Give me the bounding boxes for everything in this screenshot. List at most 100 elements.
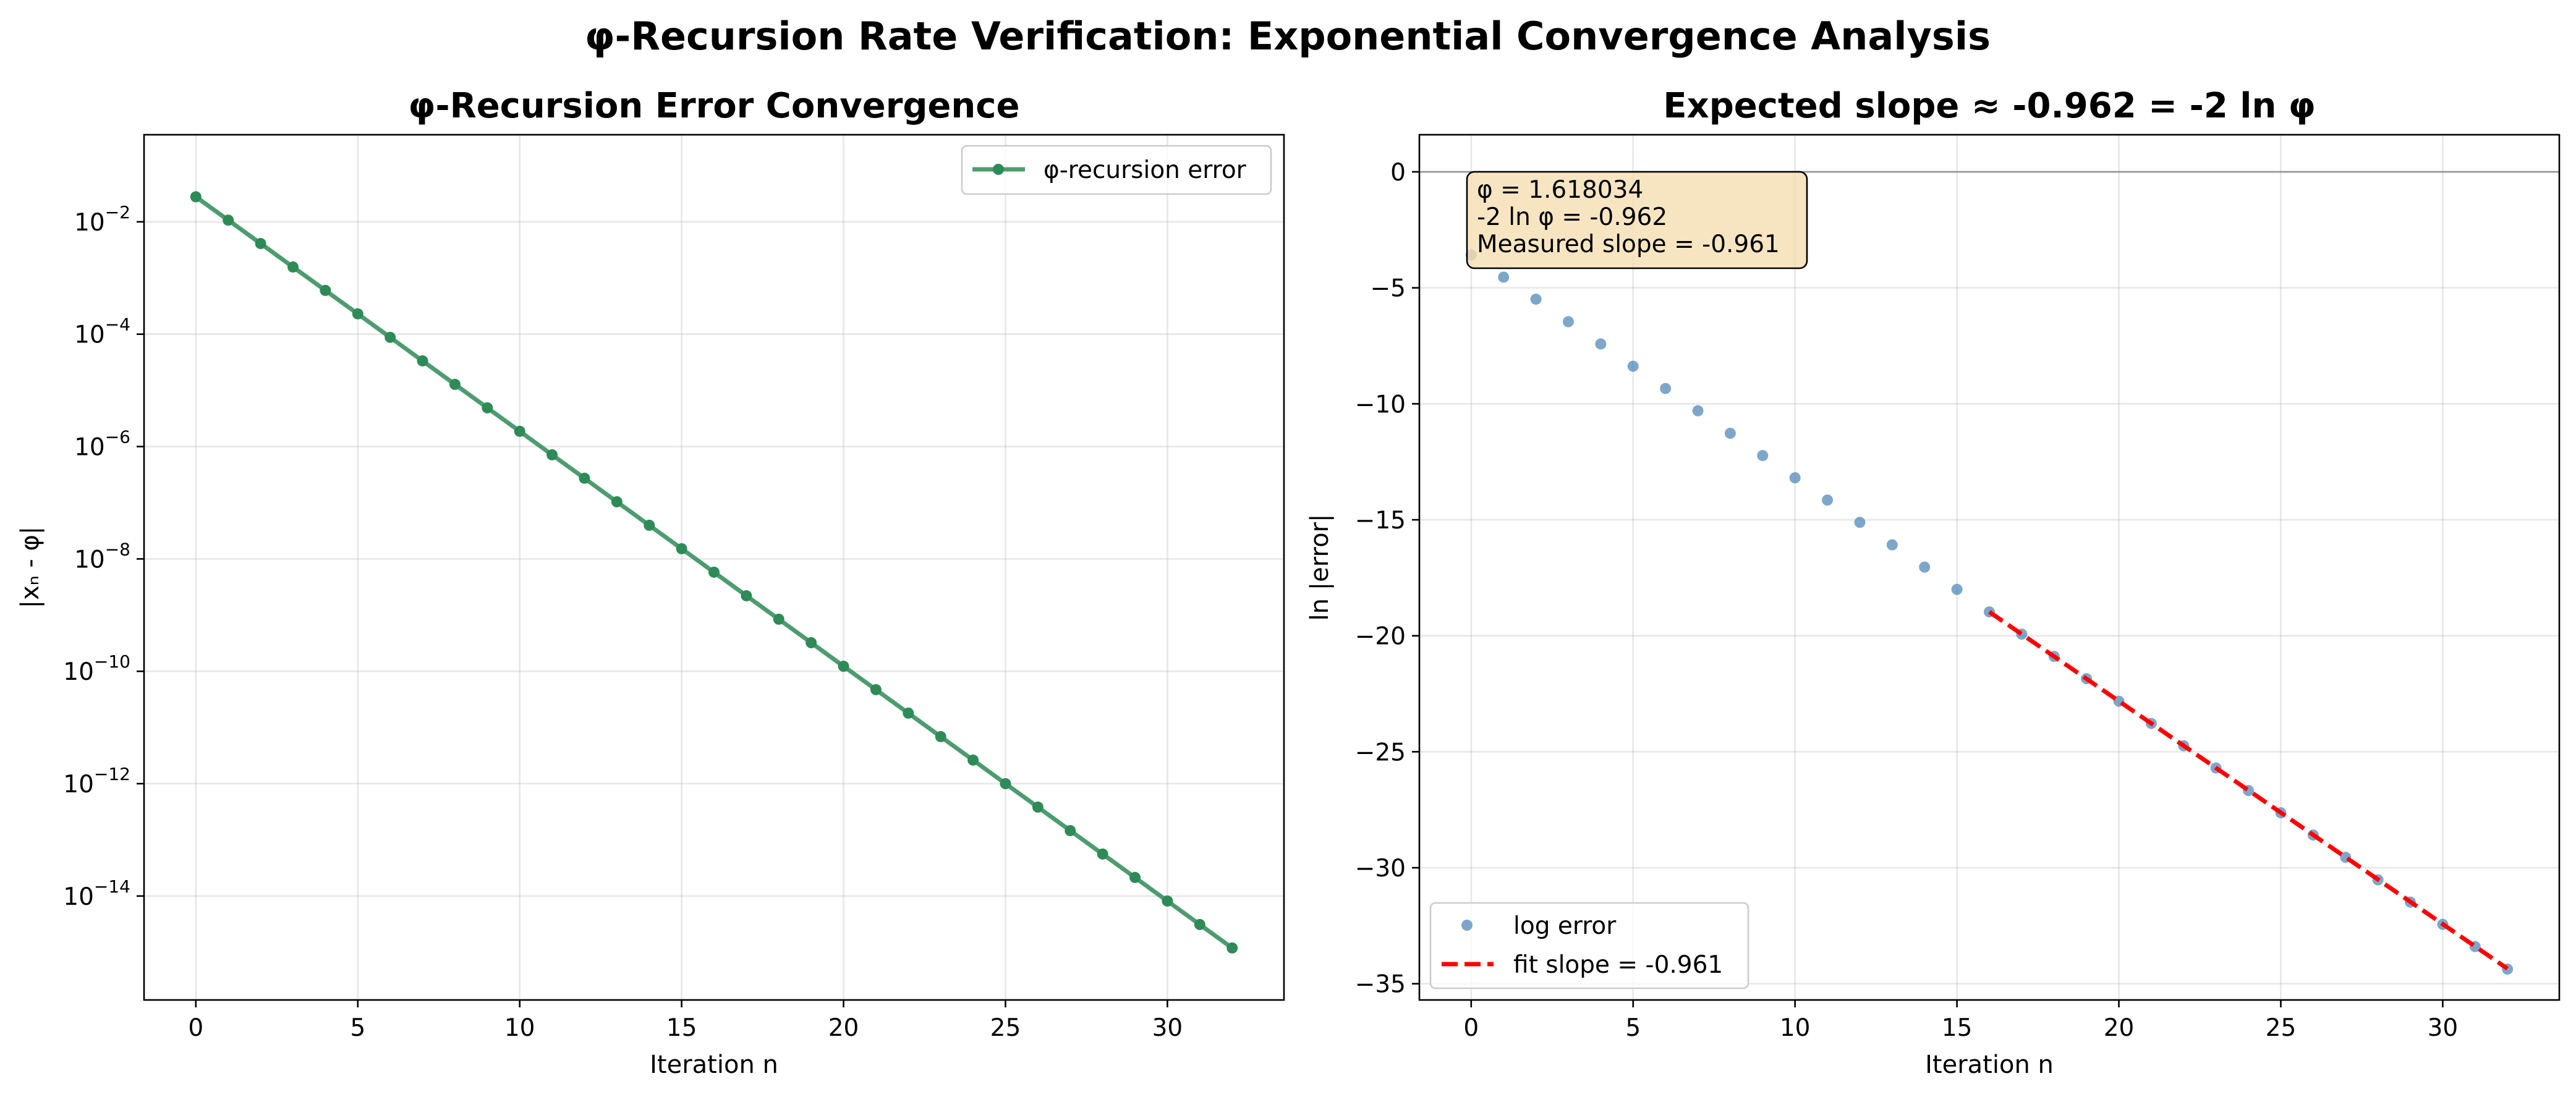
left-data-point	[514, 425, 525, 437]
right-x-tick-label: 15	[1942, 1014, 1973, 1042]
left-chart: 0 5 10 15 20 25 30 10−2 10−4 10−6 10−8 10−10 10−12 1…	[16, 86, 1285, 1079]
left-x-tick-label: 25	[990, 1014, 1021, 1042]
left-x-tick-label: 10	[504, 1014, 535, 1042]
right-y-tick-label: −25	[1355, 739, 1406, 766]
left-legend-box	[961, 145, 1272, 195]
left-y-tick-label: 10−2	[74, 202, 130, 237]
left-data-point	[644, 519, 655, 531]
left-chart-title: φ-Recursion Error Convergence	[409, 86, 1020, 126]
left-data-point	[1065, 824, 1076, 836]
right-scatter-point	[1530, 294, 1542, 305]
left-x-tick-label: 20	[828, 1014, 859, 1042]
left-y-tick-label: 10−10	[63, 651, 130, 686]
right-scatter-point	[1595, 338, 1607, 350]
right-x-tick-label: 30	[2428, 1014, 2459, 1042]
left-data-point	[546, 449, 558, 460]
left-data-point	[482, 402, 493, 413]
right-scatter-point	[1498, 271, 1510, 283]
right-y-tick-label: 0	[1390, 159, 1406, 187]
left-data-point	[449, 378, 461, 390]
right-y-tick-label: −15	[1355, 507, 1406, 535]
left-legend-label: φ-recursion error	[1044, 156, 1247, 184]
left-data-point	[223, 214, 234, 226]
left-data-point	[385, 331, 396, 343]
figure-title: φ-Recursion Rate Verification: Exponenti…	[585, 14, 1991, 59]
right-chart: 0 5 10 15 20 25 30 0 −5 −10 −15 −20 −25 −30 −35 Expec…	[1306, 86, 2561, 1079]
left-x-axis-label: Iteration n	[650, 1051, 778, 1079]
right-chart-title: Expected slope ≈ -0.962 = -2 ln φ	[1663, 86, 2315, 126]
right-x-axis-label: Iteration n	[1925, 1051, 2054, 1079]
left-data-point	[1097, 848, 1108, 860]
left-data-point	[967, 754, 979, 766]
right-x-tick-label: 20	[2104, 1014, 2135, 1042]
left-y-tick-label: 10−14	[63, 876, 130, 911]
left-data-point	[903, 707, 914, 719]
left-y-tick-label: 10−12	[63, 764, 130, 798]
right-scatter-point	[1757, 450, 1769, 462]
left-y-tick-label: 10−8	[74, 539, 130, 574]
left-y-axis-label: |xₙ - φ|	[16, 527, 45, 609]
right-legend-box	[1429, 902, 1749, 989]
right-scatter-point	[1660, 383, 1672, 394]
left-data-point	[287, 261, 299, 273]
right-scatter-point	[1951, 583, 1963, 595]
left-x-tick-label: 15	[666, 1014, 697, 1042]
left-legend-marker-swatch	[993, 164, 1004, 175]
right-scatter-point	[1919, 561, 1931, 573]
left-data-point	[1032, 801, 1044, 813]
left-legend: φ-recursion error	[961, 145, 1272, 195]
left-data-point	[708, 566, 720, 578]
right-scatter-point	[1562, 316, 1574, 328]
left-y-tick-label: 10−6	[74, 427, 130, 462]
left-data-point	[773, 613, 784, 625]
left-data-point	[676, 543, 687, 554]
left-data-point	[870, 684, 882, 695]
left-data-point	[806, 637, 817, 648]
right-x-tick-label: 5	[1625, 1014, 1641, 1042]
right-scatter-point	[1886, 539, 1898, 551]
right-legend-label-log-error: log error	[1513, 912, 1617, 940]
right-scatter-point	[1789, 472, 1801, 484]
right-scatter-point	[1692, 405, 1704, 417]
right-y-tick-label: −10	[1355, 391, 1406, 418]
right-annotation-box: φ = 1.618034 -2 ln φ = -0.962 Measured s…	[1466, 171, 1808, 269]
left-data-point	[320, 284, 331, 296]
left-plot-frame	[143, 133, 1285, 1001]
right-y-tick-label: −5	[1371, 275, 1406, 303]
right-legend-label-fit: fit slope = -0.961	[1513, 951, 1723, 979]
left-data-point	[1162, 895, 1173, 907]
left-x-tick-label: 5	[350, 1014, 365, 1042]
left-data-point	[579, 472, 590, 484]
left-data-point	[1129, 871, 1141, 883]
left-data-point	[1000, 778, 1011, 789]
right-x-tick-label: 25	[2266, 1014, 2297, 1042]
left-x-tick-label: 30	[1152, 1014, 1183, 1042]
right-legend-scatter-swatch	[1461, 920, 1473, 931]
annotation-phi-value: φ = 1.618034	[1477, 176, 1643, 204]
right-annotation-background	[1466, 171, 1808, 269]
left-y-tick-label: 10−4	[74, 315, 130, 349]
annotation-expected-slope: -2 ln φ = -0.962	[1477, 203, 1667, 231]
left-x-tick-label: 0	[188, 1014, 203, 1042]
right-scatter-point	[1724, 428, 1736, 439]
left-data-point	[741, 590, 752, 601]
annotation-measured-slope: Measured slope = -0.961	[1477, 231, 1780, 258]
left-data-point	[1194, 918, 1205, 930]
right-y-axis-label: ln |error|	[1306, 514, 1334, 621]
right-y-tick-label: −20	[1355, 623, 1406, 651]
left-data-point	[255, 238, 266, 250]
right-x-tick-label: 10	[1780, 1014, 1811, 1042]
right-plot-frame	[1418, 133, 2561, 1001]
right-legend: log error fit slope = -0.961	[1429, 902, 1749, 989]
right-y-tick-label: −35	[1355, 971, 1406, 999]
left-data-point	[935, 731, 946, 742]
right-scatter-point	[1854, 517, 1866, 528]
left-data-point	[417, 355, 428, 366]
left-data-point	[611, 496, 623, 507]
left-data-point	[352, 308, 363, 320]
right-x-tick-label: 0	[1463, 1014, 1479, 1042]
left-data-point	[838, 661, 849, 672]
right-scatter-point	[1627, 360, 1639, 372]
right-y-tick-label: −30	[1355, 855, 1406, 883]
